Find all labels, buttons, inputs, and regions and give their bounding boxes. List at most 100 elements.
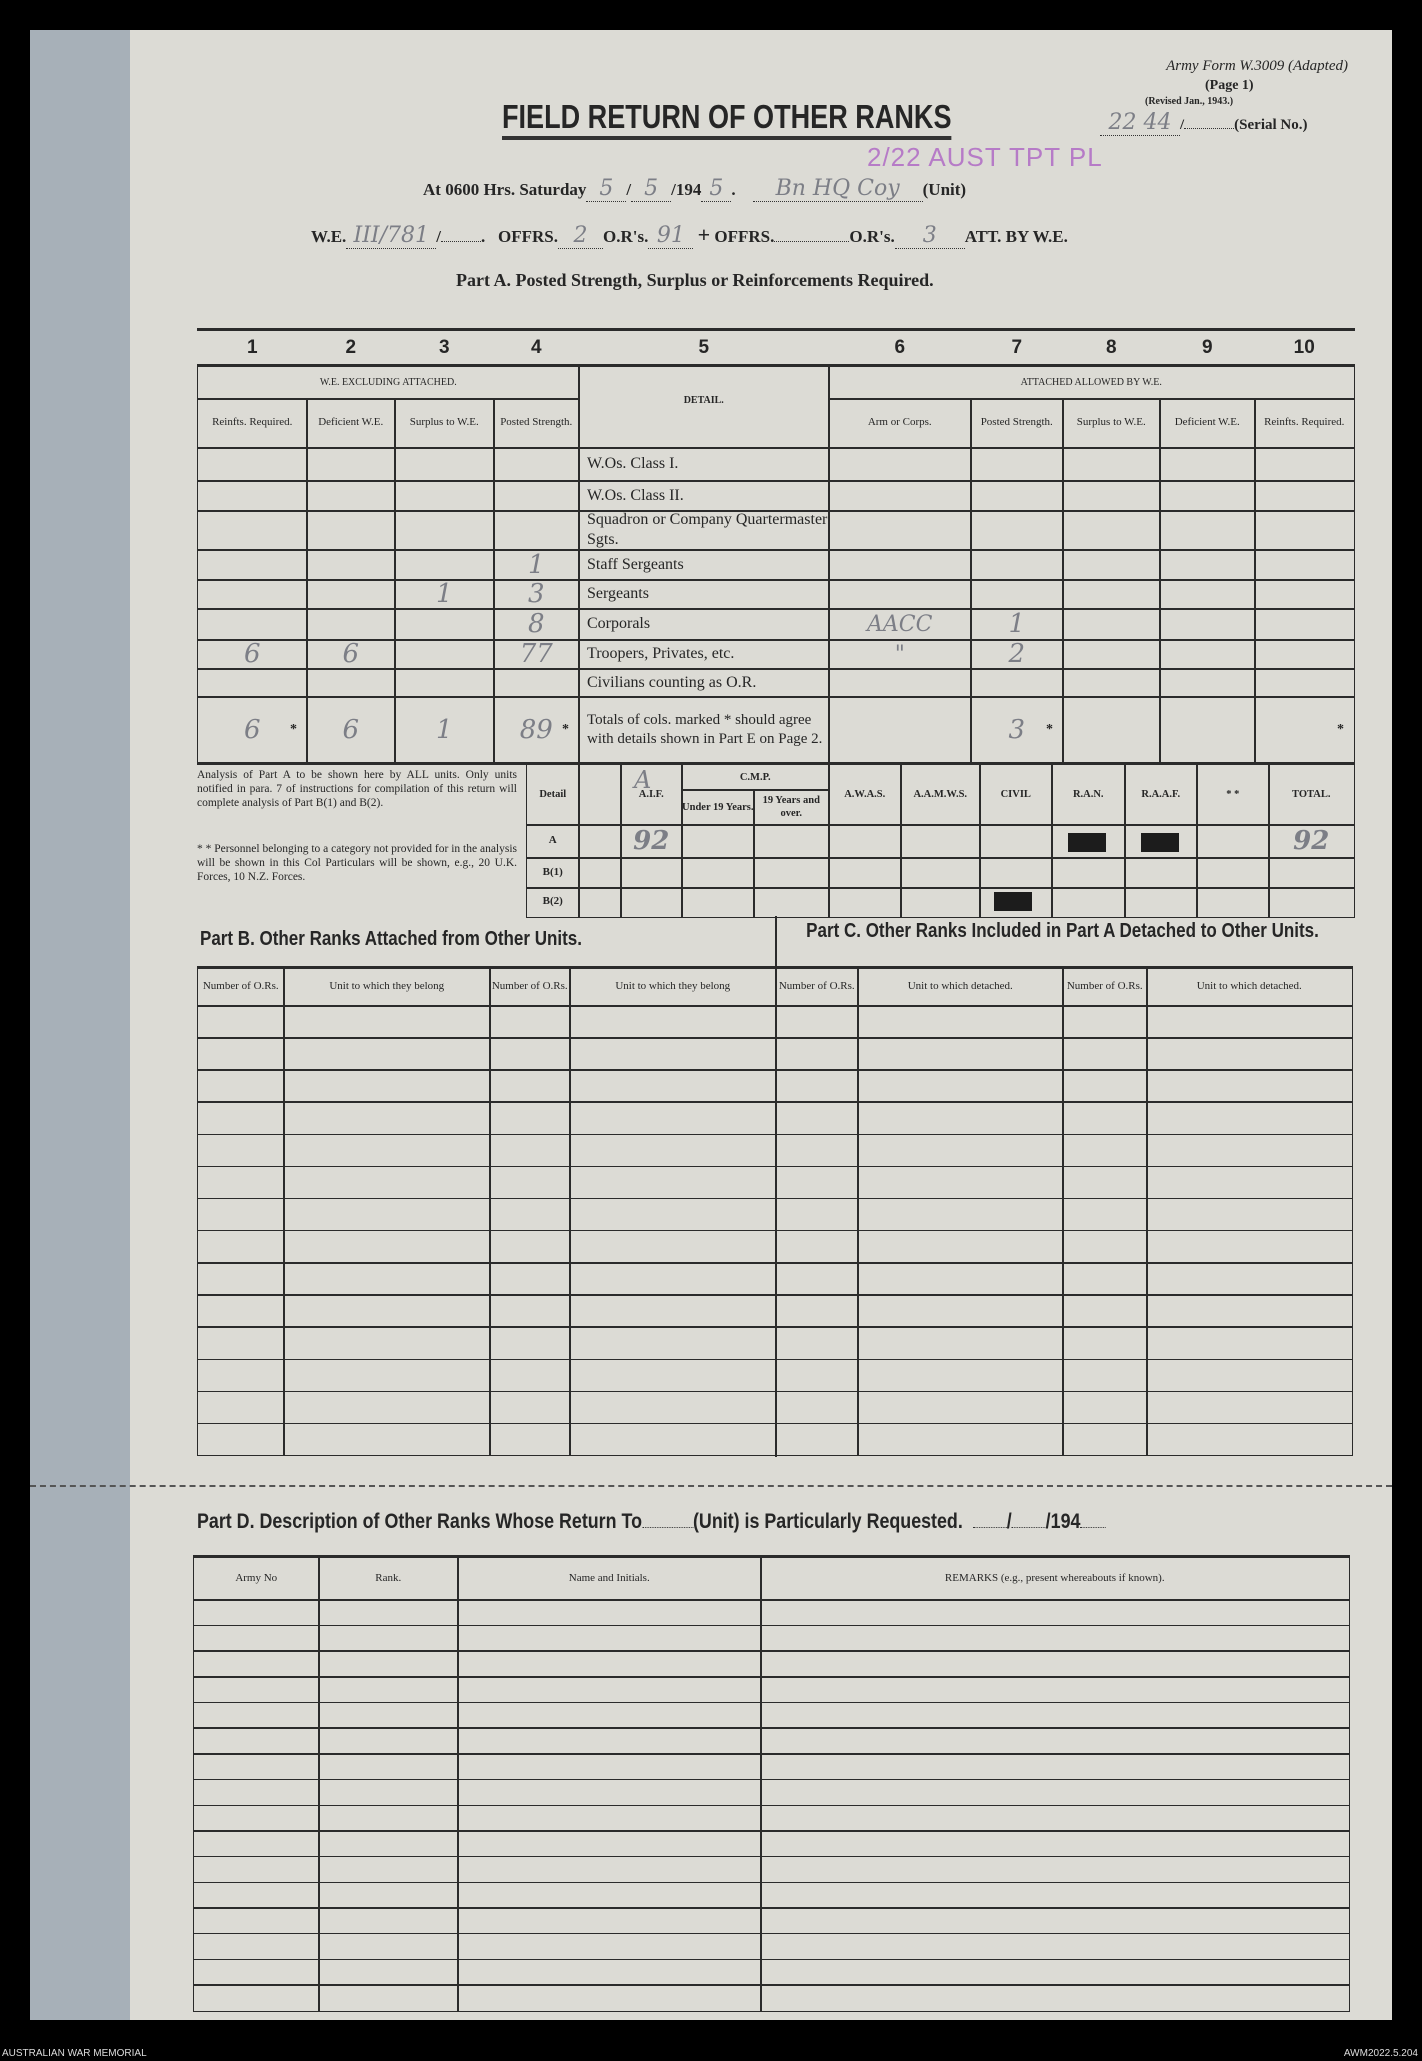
part-a-cell[interactable]: [1159, 668, 1256, 698]
part-d-cell[interactable]: [193, 1855, 320, 1884]
part-b-cell[interactable]: [283, 1262, 491, 1296]
part-c-cell[interactable]: [775, 1230, 859, 1264]
part-d-cell[interactable]: [457, 1881, 762, 1909]
part-d-cell[interactable]: [193, 1881, 320, 1909]
part-b-cell[interactable]: [569, 1069, 777, 1103]
part-c-cell[interactable]: [1062, 1230, 1148, 1264]
part-b-cell[interactable]: [197, 1165, 285, 1200]
part-a-cell[interactable]: [197, 549, 308, 581]
part-a-cell[interactable]: 6: [306, 639, 396, 670]
part-b-cell[interactable]: [569, 1037, 777, 1071]
part-a-cell[interactable]: ": [828, 639, 972, 670]
part-b-cell[interactable]: [197, 1133, 285, 1168]
part-a-cell[interactable]: [306, 447, 396, 482]
part-d-cell[interactable]: [318, 1727, 459, 1755]
part-b-cell[interactable]: [489, 1294, 571, 1328]
part-c-cell[interactable]: [1146, 1165, 1353, 1200]
analysis-cell[interactable]: [753, 857, 830, 889]
part-a-cell[interactable]: [197, 480, 308, 512]
part-a-cell[interactable]: [1254, 510, 1355, 551]
part-c-cell[interactable]: [775, 1390, 859, 1425]
part-a-cell[interactable]: [1254, 639, 1355, 670]
part-c-cell[interactable]: [1062, 1069, 1148, 1103]
part-c-cell[interactable]: [1146, 1005, 1353, 1039]
part-a-cell[interactable]: 6: [197, 639, 308, 670]
part-a-cell[interactable]: 8: [493, 608, 580, 641]
analysis-cell[interactable]: [681, 824, 755, 859]
part-a-cell[interactable]: 1: [493, 549, 580, 581]
part-b-cell[interactable]: [569, 1230, 777, 1264]
part-c-cell[interactable]: [857, 1390, 1064, 1425]
part-a-cell[interactable]: [493, 447, 580, 482]
part-b-cell[interactable]: [569, 1422, 777, 1457]
part-d-cell[interactable]: [760, 1727, 1350, 1755]
analysis-cell[interactable]: [1051, 857, 1126, 889]
part-a-cell[interactable]: [1159, 639, 1256, 670]
analysis-cell[interactable]: [1051, 887, 1126, 918]
part-a-cell[interactable]: [197, 510, 308, 551]
part-a-cell[interactable]: 77: [493, 639, 580, 670]
part-d-cell[interactable]: [318, 1984, 459, 2012]
analysis-cell[interactable]: [979, 887, 1053, 918]
part-d-cell[interactable]: [760, 1830, 1350, 1858]
part-d-cell[interactable]: [193, 1984, 320, 2012]
part-c-cell[interactable]: [1062, 1358, 1148, 1393]
part-c-cell[interactable]: [857, 1101, 1064, 1136]
part-c-cell[interactable]: [775, 1358, 859, 1393]
part-d-cell[interactable]: [457, 1932, 762, 1961]
part-b-cell[interactable]: [489, 1165, 571, 1200]
part-b-cell[interactable]: [283, 1005, 491, 1039]
part-b-cell[interactable]: [197, 1422, 285, 1457]
part-a-cell[interactable]: [970, 668, 1064, 698]
part-d-cell[interactable]: [760, 1855, 1350, 1884]
analysis-cell[interactable]: [620, 857, 683, 889]
part-b-cell[interactable]: [489, 1326, 571, 1361]
part-d-cell[interactable]: [760, 1881, 1350, 1909]
part-c-cell[interactable]: [857, 1358, 1064, 1393]
part-c-cell[interactable]: [775, 1101, 859, 1136]
part-c-cell[interactable]: [1062, 1165, 1148, 1200]
analysis-cell[interactable]: [681, 887, 755, 918]
part-c-cell[interactable]: [1146, 1294, 1353, 1328]
part-d-cell[interactable]: [760, 1907, 1350, 1935]
part-b-cell[interactable]: [569, 1005, 777, 1039]
part-d-cell[interactable]: [760, 1984, 1350, 2012]
part-d-cell[interactable]: [760, 1958, 1350, 1986]
part-a-cell[interactable]: [197, 447, 308, 482]
part-b-cell[interactable]: [489, 1037, 571, 1071]
part-d-cell[interactable]: [193, 1804, 320, 1832]
part-a-cell[interactable]: [306, 579, 396, 610]
part-a-cell[interactable]: [1062, 447, 1161, 482]
part-d-cell[interactable]: [760, 1932, 1350, 1961]
part-c-cell[interactable]: [1062, 1422, 1148, 1457]
part-c-cell[interactable]: [857, 1262, 1064, 1296]
part-b-cell[interactable]: [283, 1358, 491, 1393]
part-a-cell[interactable]: [828, 668, 972, 698]
part-a-cell[interactable]: [306, 480, 396, 512]
part-b-cell[interactable]: [283, 1230, 491, 1264]
part-a-cell[interactable]: [306, 549, 396, 581]
part-b-cell[interactable]: [197, 1037, 285, 1071]
part-b-cell[interactable]: [569, 1165, 777, 1200]
part-a-cell[interactable]: [1159, 608, 1256, 641]
part-c-cell[interactable]: [857, 1294, 1064, 1328]
part-d-cell[interactable]: [760, 1624, 1350, 1652]
part-d-cell[interactable]: [318, 1804, 459, 1832]
part-c-cell[interactable]: [1146, 1422, 1353, 1457]
part-a-cell[interactable]: [828, 480, 972, 512]
analysis-cell[interactable]: [900, 887, 981, 918]
part-d-cell[interactable]: [193, 1599, 320, 1627]
part-b-cell[interactable]: [283, 1133, 491, 1168]
part-b-cell[interactable]: [489, 1005, 571, 1039]
part-d-cell[interactable]: [318, 1881, 459, 1909]
part-d-cell[interactable]: [318, 1701, 459, 1729]
part-b-cell[interactable]: [569, 1101, 777, 1136]
part-b-cell[interactable]: [569, 1326, 777, 1361]
part-d-cell[interactable]: [457, 1624, 762, 1652]
serial-number-field[interactable]: 22 44/(Serial No.): [1100, 110, 1308, 136]
part-a-cell[interactable]: [970, 579, 1064, 610]
part-b-cell[interactable]: [489, 1358, 571, 1393]
part-b-cell[interactable]: [197, 1294, 285, 1328]
analysis-cell[interactable]: [578, 887, 622, 918]
part-a-cell[interactable]: [493, 480, 580, 512]
